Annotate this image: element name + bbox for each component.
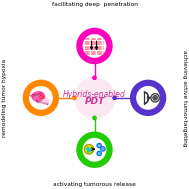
Circle shape — [87, 148, 89, 149]
Circle shape — [84, 145, 94, 154]
Circle shape — [26, 83, 56, 113]
Text: O₂: O₂ — [39, 94, 46, 100]
Ellipse shape — [43, 98, 49, 103]
Circle shape — [133, 83, 163, 113]
Circle shape — [113, 96, 116, 100]
Text: hypoxia: hypoxia — [35, 99, 50, 107]
Text: remodeling tumor hypoxia: remodeling tumor hypoxia — [2, 59, 7, 137]
Circle shape — [89, 149, 91, 151]
Text: facilitating deep  penetration: facilitating deep penetration — [52, 2, 137, 7]
Circle shape — [101, 147, 105, 151]
Circle shape — [73, 96, 76, 100]
Circle shape — [93, 76, 96, 79]
Circle shape — [93, 116, 96, 120]
Text: hypoxic: hypoxic — [29, 91, 45, 98]
Ellipse shape — [32, 92, 45, 101]
Circle shape — [93, 59, 96, 63]
Circle shape — [88, 150, 90, 152]
Circle shape — [97, 151, 101, 156]
Text: Hybrids-enabled: Hybrids-enabled — [63, 90, 126, 99]
Circle shape — [131, 96, 135, 100]
Circle shape — [97, 143, 101, 148]
Circle shape — [54, 96, 58, 100]
Circle shape — [154, 97, 156, 98]
Circle shape — [79, 31, 110, 61]
Circle shape — [93, 133, 96, 136]
Text: activating tumorous release: activating tumorous release — [53, 182, 136, 187]
Circle shape — [79, 135, 110, 165]
Circle shape — [74, 78, 115, 118]
Text: PDT: PDT — [84, 97, 105, 106]
Text: achieving active tumor-targeting: achieving active tumor-targeting — [182, 50, 187, 146]
